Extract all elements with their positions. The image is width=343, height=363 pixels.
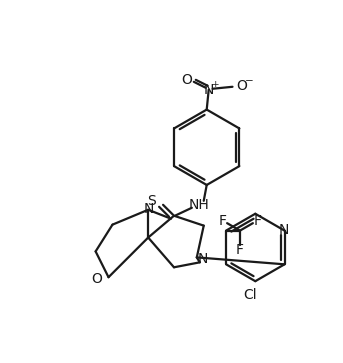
Text: N: N [278, 223, 289, 237]
Text: F: F [236, 244, 244, 257]
Text: F: F [219, 214, 227, 228]
Text: NH: NH [188, 198, 209, 212]
Text: O: O [236, 79, 247, 93]
Text: N: N [203, 83, 214, 97]
Text: +: + [211, 80, 218, 89]
Text: N: N [198, 252, 208, 266]
Text: O: O [181, 73, 192, 87]
Text: S: S [147, 194, 155, 208]
Text: Cl: Cl [244, 288, 257, 302]
Text: N: N [144, 202, 154, 216]
Text: F: F [253, 214, 261, 228]
Text: O: O [91, 272, 102, 286]
Text: −: − [245, 76, 254, 86]
